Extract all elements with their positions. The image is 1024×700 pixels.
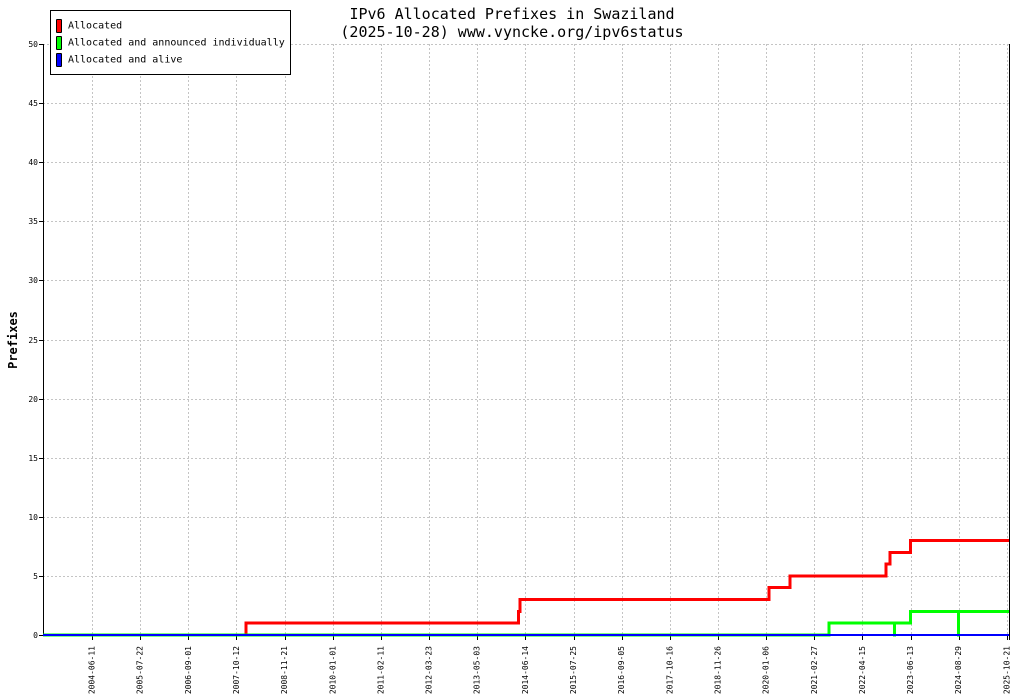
legend-label-allocated-and-announced-individually: Allocated and announced individually [68,38,285,49]
legend-box [50,10,291,75]
x-tick-label: 2015-07-25 [569,646,578,694]
grid [43,44,1009,635]
x-tick-label: 2014-06-14 [521,646,530,694]
x-tick-label: 2016-09-05 [617,646,626,694]
legend-label-allocated-and-alive: Allocated and alive [68,55,182,66]
y-tick-label: 0 [33,631,38,640]
legend-swatch-allocated-and-alive [56,53,62,67]
y-axis-label: Prefixes [6,311,20,369]
y-tick-label: 50 [28,40,38,49]
x-tick-label: 2023-06-13 [906,646,915,694]
x-tick-label: 2006-09-01 [184,646,193,694]
x-tick-label: 2017-10-16 [665,646,674,694]
x-tick-label: 2011-02-11 [376,646,385,694]
plot-series [43,538,1009,637]
tick-labels: 0 5 10 15 20 25 30 35 40 45 50 2004-06-11 2005-07-22… [28,40,1011,694]
legend: Allocated Allocated and announced individ… [50,10,291,75]
x-tick-label: 2024-08-29 [954,646,963,694]
legend-swatch-allocated-and-announced-individually [56,36,62,50]
x-tick-label: 2013-05-03 [473,646,482,694]
x-tick-label: 2021-02-27 [810,646,819,694]
y-tick-label: 15 [28,454,38,463]
x-tick-label: 2004-06-11 [88,646,97,694]
y-tick-label: 45 [28,99,38,108]
y-tick-label: 25 [28,336,38,345]
y-tick-label: 10 [28,513,38,522]
chart-title: IPv6 Allocated Prefixes in Swaziland [349,5,674,23]
legend-swatch-allocated [56,19,62,33]
chart-subtitle: (2025-10-28) www.vyncke.org/ipv6status [340,23,683,41]
y-tick-label: 5 [33,572,38,581]
x-tick-label: 2018-11-26 [713,646,722,694]
legend-label-allocated: Allocated [68,21,122,32]
x-tick-label: 2020-01-06 [762,646,771,694]
x-tick-label: 2005-07-22 [136,646,145,694]
y-tick-label: 20 [28,395,38,404]
x-tick-label: 2012-03-23 [425,646,434,694]
series-line-allocated [43,538,1009,637]
y-tick-label: 35 [28,217,38,226]
x-tick-label: 2025-10-21 [1002,646,1011,694]
x-tick-label: 2010-01-01 [328,646,337,694]
x-tick-label: 2007-10-12 [232,646,241,694]
x-tick-label: 2008-11-21 [280,646,289,694]
x-tick-label: 2022-04-15 [858,646,867,694]
y-tick-label: 40 [28,158,38,167]
y-tick-label: 30 [28,276,38,285]
